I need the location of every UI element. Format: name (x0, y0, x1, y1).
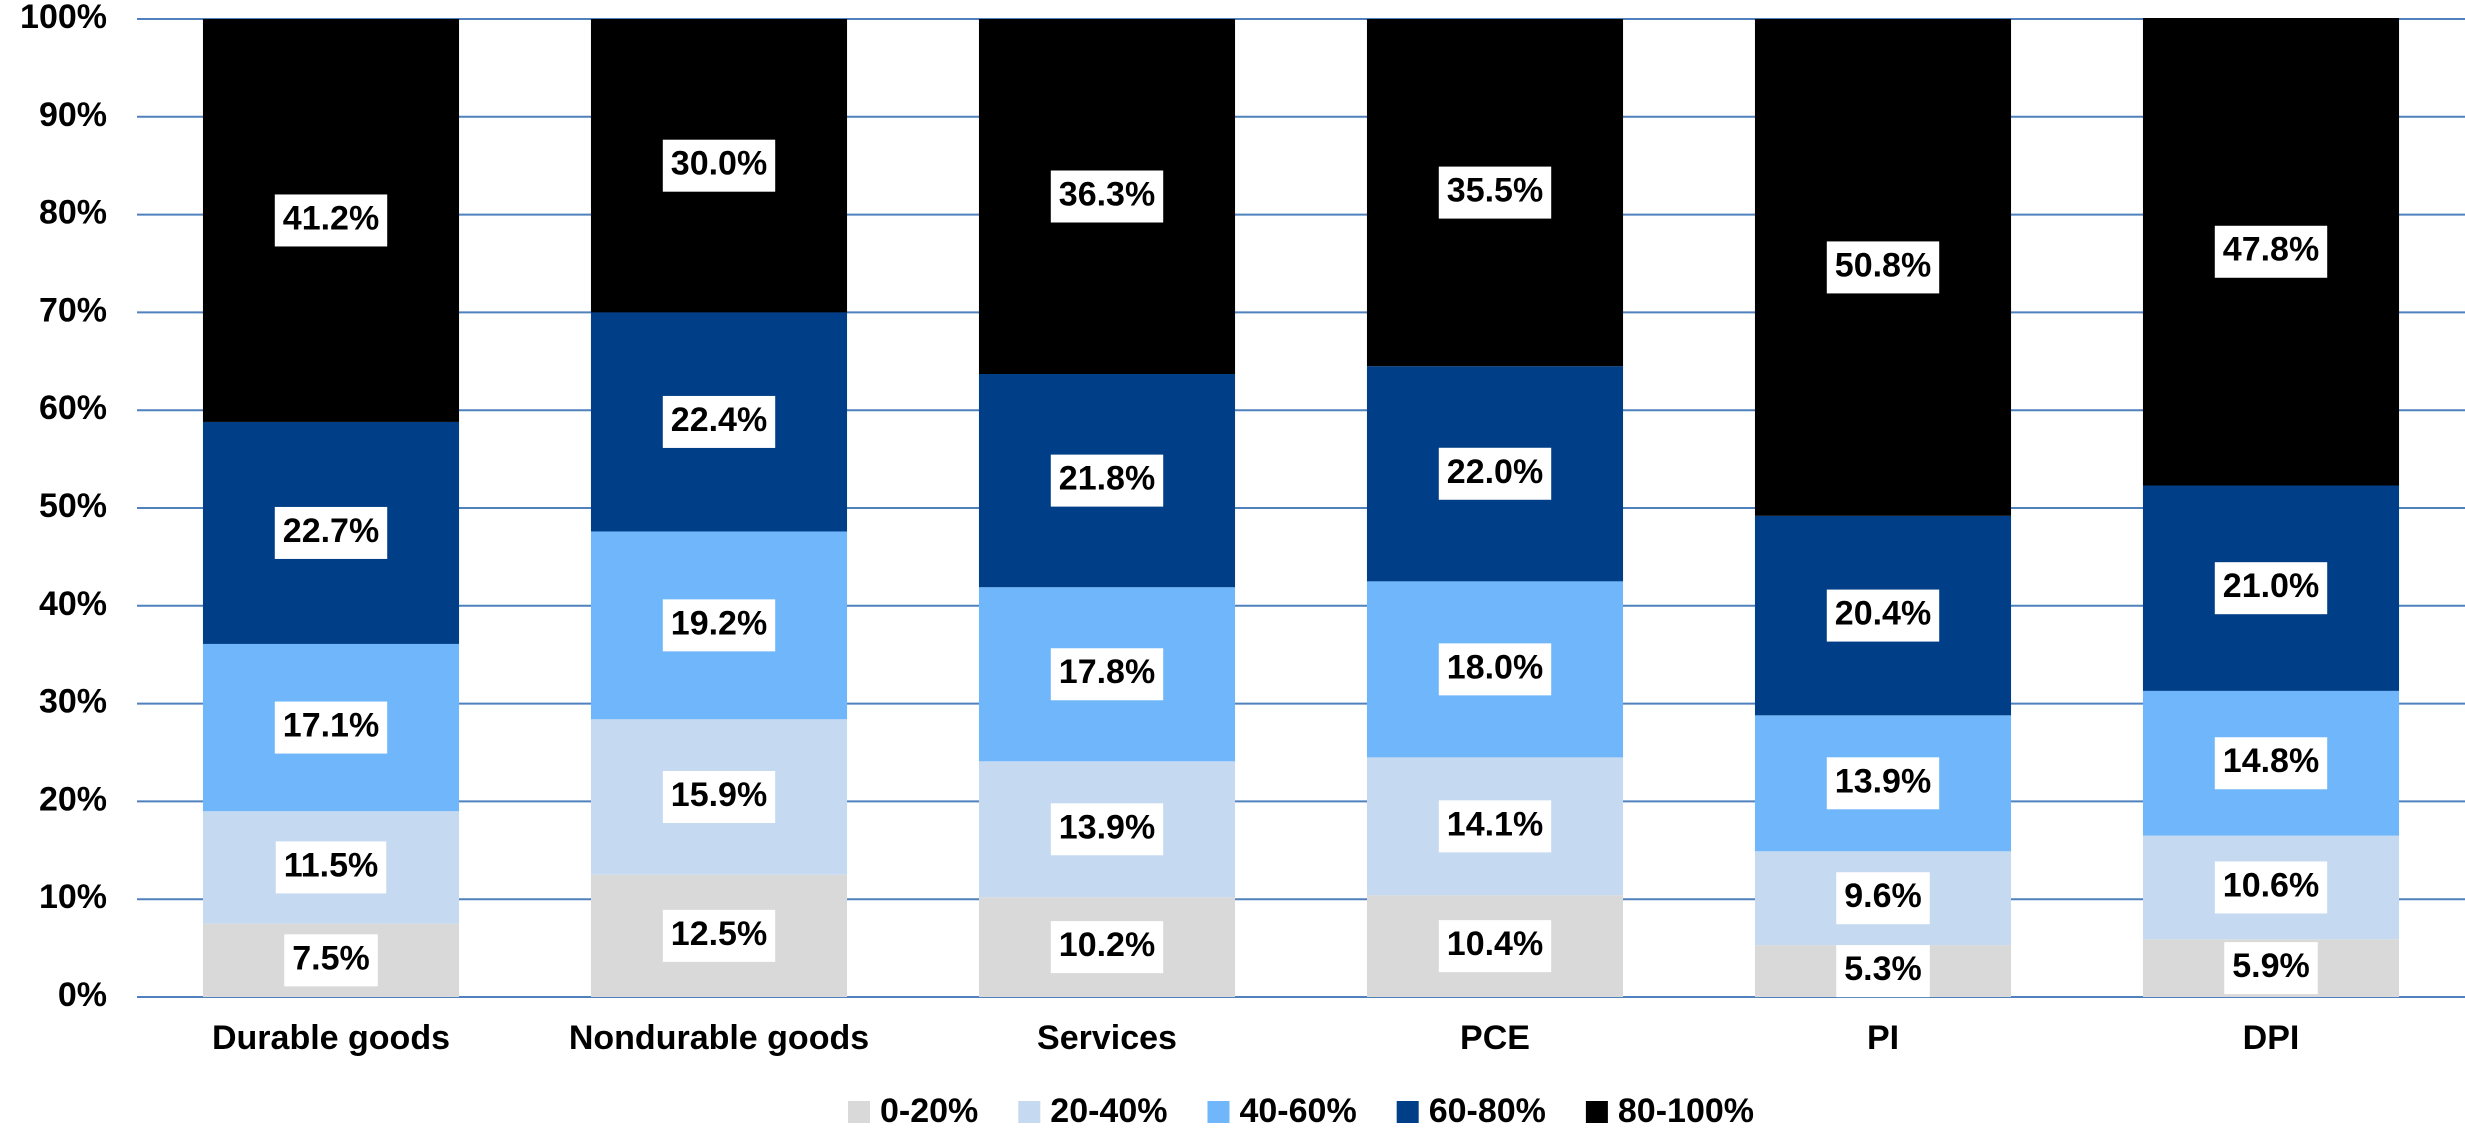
data-label: 5.3% (1844, 950, 1922, 988)
x-tick-label: PCE (1460, 1019, 1530, 1057)
data-label-box (1050, 803, 1164, 856)
x-tick-label: PI (1867, 1019, 1899, 1057)
data-label-box (1438, 166, 1552, 219)
data-label-box (1826, 589, 1940, 642)
y-tick-label: 10% (39, 878, 107, 916)
y-tick-label: 70% (39, 291, 107, 329)
data-label-box (2214, 737, 2328, 790)
y-tick-label: 30% (39, 683, 107, 721)
data-label-box (1438, 800, 1552, 853)
legend-label: 0-20% (880, 1092, 978, 1130)
x-tick-label: DPI (2243, 1019, 2300, 1057)
data-label: 50.8% (1835, 246, 1931, 284)
data-label: 12.5% (671, 915, 767, 953)
data-label: 22.0% (1447, 453, 1543, 491)
y-tick-label: 20% (39, 780, 107, 818)
data-label-box (2224, 942, 2318, 995)
data-label: 14.8% (2223, 742, 2319, 780)
legend-label: 40-60% (1239, 1092, 1356, 1130)
data-label-box (1438, 447, 1552, 500)
data-label-box (1826, 757, 1940, 810)
data-label: 35.5% (1447, 172, 1543, 210)
data-label: 17.1% (283, 707, 379, 745)
data-label: 22.4% (671, 401, 767, 439)
data-label-box (1050, 454, 1164, 507)
y-tick-label: 100% (20, 0, 107, 36)
legend-swatch (1396, 1101, 1419, 1123)
legend-swatch (1585, 1101, 1608, 1123)
y-tick-label: 80% (39, 194, 107, 232)
legend-swatch (1018, 1101, 1041, 1123)
data-label-box (1050, 921, 1164, 974)
data-label-box (1438, 643, 1552, 696)
legend: 0-20% 20-40% 40-60% 60-80% 80-100% (848, 1092, 1754, 1130)
data-label-box (284, 934, 378, 987)
y-tick-label: 40% (39, 585, 107, 623)
data-label: 15.9% (671, 776, 767, 814)
data-label: 13.9% (1059, 808, 1155, 846)
data-label: 10.4% (1447, 925, 1543, 963)
x-tick-label: Durable goods (212, 1019, 450, 1057)
x-tick-label: Services (1037, 1019, 1177, 1057)
y-tick-label: 0% (58, 976, 107, 1014)
labels: 7.5% 11.5% 17.1% 22.7% 41.2% 12.5% 15.9% 19.2% 2… (274, 139, 2328, 998)
y-tick-label: 90% (39, 96, 107, 134)
y-tick-label: 60% (39, 389, 107, 427)
y-tick-label: 50% (39, 487, 107, 525)
data-label: 18.0% (1447, 648, 1543, 686)
data-label: 21.8% (1059, 460, 1155, 498)
data-label: 21.0% (2223, 567, 2319, 605)
data-label: 5.9% (2232, 947, 2310, 985)
data-label-box (2214, 225, 2328, 278)
data-label: 13.9% (1835, 762, 1931, 800)
data-label-box (274, 194, 388, 247)
data-label: 30.0% (671, 145, 767, 183)
data-label: 20.4% (1835, 595, 1931, 633)
data-label-box (2214, 861, 2328, 914)
legend-label: 20-40% (1050, 1092, 1167, 1130)
data-label: 36.3% (1059, 175, 1155, 213)
data-label-box (1836, 945, 1930, 998)
x-tick-label: Nondurable goods (569, 1019, 869, 1057)
data-label: 14.1% (1447, 805, 1543, 843)
legend-swatch (848, 1101, 870, 1123)
data-label-box (1836, 872, 1930, 925)
data-label-box (662, 395, 776, 448)
data-label-box (275, 841, 387, 894)
data-label: 7.5% (292, 939, 370, 977)
data-label-box (1438, 920, 1552, 973)
data-label: 10.6% (2223, 866, 2319, 904)
data-label-box (662, 599, 776, 652)
data-label-box (1050, 648, 1164, 701)
data-label: 17.8% (1059, 653, 1155, 691)
data-label-box (662, 909, 776, 962)
data-label-box (2214, 562, 2328, 615)
data-label: 10.2% (1059, 926, 1155, 964)
data-label: 11.5% (284, 846, 379, 884)
data-label: 41.2% (283, 199, 379, 237)
grid (137, 18, 2465, 998)
data-label-box (1826, 241, 1940, 294)
data-label-box (1050, 170, 1164, 223)
data-label: 19.2% (671, 604, 767, 642)
data-label-box (274, 506, 388, 559)
data-label: 47.8% (2223, 231, 2319, 269)
legend-label: 80-100% (1618, 1092, 1754, 1130)
legend-label: 60-80% (1429, 1092, 1546, 1130)
data-label-box (662, 770, 776, 823)
data-label: 22.7% (283, 512, 379, 550)
legend-swatch (1207, 1101, 1230, 1123)
data-label: 9.6% (1844, 877, 1922, 915)
data-label-box (662, 139, 776, 192)
data-label-box (274, 701, 388, 754)
